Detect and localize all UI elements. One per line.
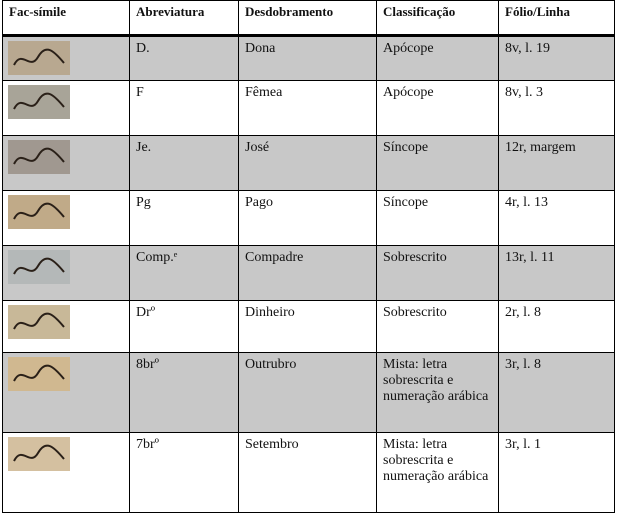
- manuscript-image: [8, 41, 70, 75]
- table-row: Pg Pago Síncope 4r, l. 13: [2, 190, 615, 246]
- fac-simile-cell: [2, 190, 130, 246]
- manuscript-image: [8, 305, 70, 339]
- manuscript-image: [8, 140, 70, 174]
- table-row: D. Dona Apócope 8v, l. 19: [2, 35, 615, 81]
- table-row: Drº Dinheiro Sobrescrito 2r, l. 8: [2, 300, 615, 353]
- classification-cell: Apócope: [376, 35, 499, 81]
- abbreviation-cell: Je.: [129, 135, 239, 191]
- header-desdobramento: Desdobramento: [238, 0, 377, 37]
- folio-cell: 2r, l. 8: [498, 300, 615, 353]
- classification-cell: Síncope: [376, 190, 499, 246]
- abbreviation-cell: Pg: [129, 190, 239, 246]
- expansion-cell: Pago: [238, 190, 377, 246]
- manuscript-image: [8, 250, 70, 284]
- header-abreviatura: Abreviatura: [129, 0, 239, 37]
- fac-simile-cell: [2, 300, 130, 353]
- header-row: Fac-símile Abreviatura Desdobramento Cla…: [2, 0, 615, 37]
- folio-cell: 8v, l. 3: [498, 80, 615, 136]
- abbreviation-cell: Comp.ᵉ: [129, 245, 239, 301]
- header-fac-simile: Fac-símile: [2, 0, 130, 37]
- fac-simile-cell: [2, 245, 130, 301]
- expansion-cell: Fêmea: [238, 80, 377, 136]
- fac-simile-cell: [2, 80, 130, 136]
- expansion-cell: Dinheiro: [238, 300, 377, 353]
- folio-cell: 4r, l. 13: [498, 190, 615, 246]
- abbreviation-cell: F: [129, 80, 239, 136]
- folio-cell: 12r, margem: [498, 135, 615, 191]
- classification-cell: Mista: letra sobrescrita e numeração ará…: [376, 352, 499, 433]
- abbreviation-cell: 8brº: [129, 352, 239, 433]
- fac-simile-cell: [2, 135, 130, 191]
- table-row: 8brº Outrubro Mista: letra sobrescrita e…: [2, 352, 615, 433]
- manuscript-image: [8, 195, 70, 229]
- classification-cell: Mista: letra sobrescrita e numeração ará…: [376, 432, 499, 513]
- folio-cell: 8v, l. 19: [498, 35, 615, 81]
- classification-cell: Síncope: [376, 135, 499, 191]
- classification-cell: Apócope: [376, 80, 499, 136]
- table-row: 7brº Setembro Mista: letra sobrescrita e…: [2, 432, 615, 513]
- folio-cell: 13r, l. 11: [498, 245, 615, 301]
- abbreviation-table: Fac-símile Abreviatura Desdobramento Cla…: [2, 0, 615, 513]
- expansion-cell: José: [238, 135, 377, 191]
- expansion-cell: Outrubro: [238, 352, 377, 433]
- folio-cell: 3r, l. 8: [498, 352, 615, 433]
- expansion-cell: Compadre: [238, 245, 377, 301]
- fac-simile-cell: [2, 432, 130, 513]
- expansion-cell: Dona: [238, 35, 377, 81]
- manuscript-image: [8, 85, 70, 119]
- header-folio-linha: Fólio/Linha: [498, 0, 615, 37]
- classification-cell: Sobrescrito: [376, 300, 499, 353]
- abbreviation-cell: 7brº: [129, 432, 239, 513]
- header-classificacao: Classificação: [376, 0, 499, 37]
- manuscript-image: [8, 437, 70, 471]
- table-row: Je. José Síncope 12r, margem: [2, 135, 615, 191]
- folio-cell: 3r, l. 1: [498, 432, 615, 513]
- classification-cell: Sobrescrito: [376, 245, 499, 301]
- fac-simile-cell: [2, 352, 130, 433]
- abbreviation-cell: Drº: [129, 300, 239, 353]
- abbreviation-cell: D.: [129, 35, 239, 81]
- table-row: F Fêmea Apócope 8v, l. 3: [2, 80, 615, 136]
- manuscript-image: [8, 357, 70, 391]
- expansion-cell: Setembro: [238, 432, 377, 513]
- table-row: Comp.ᵉ Compadre Sobrescrito 13r, l. 11: [2, 245, 615, 301]
- fac-simile-cell: [2, 35, 130, 81]
